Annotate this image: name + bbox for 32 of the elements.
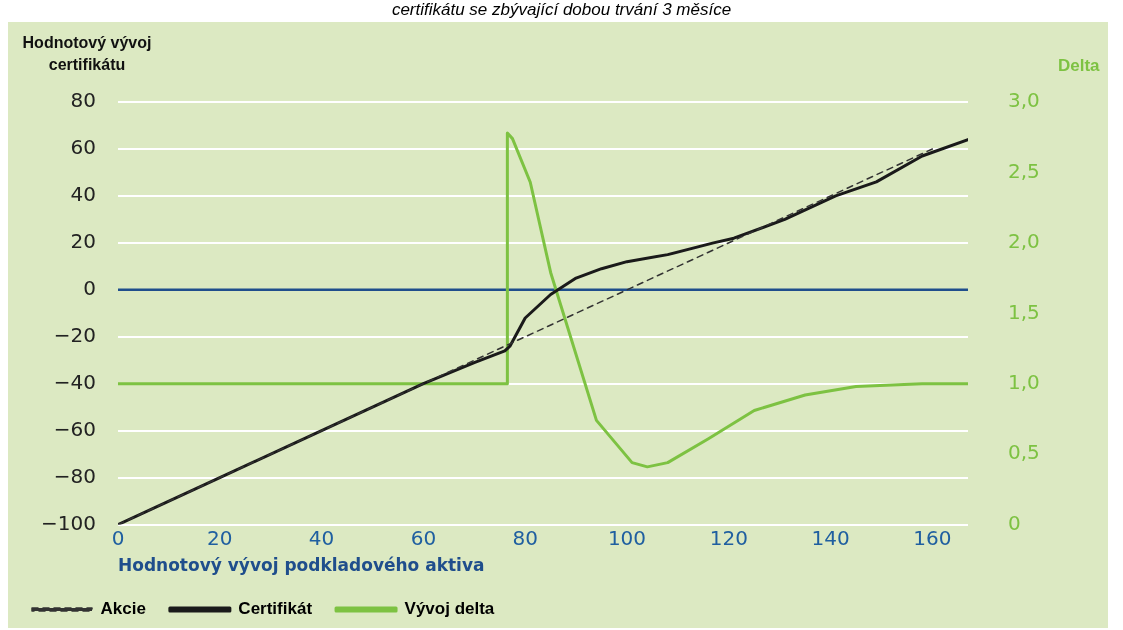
- y-tick-label: −40: [53, 369, 96, 394]
- y2-axis-title: Delta: [1058, 56, 1100, 76]
- x-tick-label: 120: [709, 525, 748, 550]
- x-axis-title: Hodnotový vývoj podkladového aktiva: [118, 555, 485, 576]
- y-tick-label: −100: [41, 510, 96, 535]
- x-tick-label: 80: [512, 525, 538, 550]
- x-tick-label: 140: [811, 525, 850, 550]
- y-tick-label: 40: [70, 182, 96, 207]
- y-tick-label: −20: [53, 322, 96, 347]
- x-tick-label: 100: [607, 525, 647, 550]
- legend-label: Vývoj delta: [404, 599, 495, 619]
- y-tick-label: 0: [83, 276, 96, 301]
- y2-tick-label: 1,0: [1008, 369, 1040, 394]
- y-axis-title: Hodnotový vývoj certifikátu: [21, 33, 153, 75]
- y2-tick-label: 0,5: [1008, 440, 1040, 465]
- y-tick-label: −80: [53, 463, 96, 488]
- y-tick-label: −60: [53, 416, 96, 441]
- y-tick-label: 20: [70, 229, 96, 254]
- y-tick-label: 80: [70, 88, 96, 113]
- chart-title: certifikátu se zbývající dobou trvání 3 měsíce: [390, 0, 733, 20]
- x-tick-label: 0: [111, 525, 125, 550]
- x-tick-label: 40: [308, 525, 335, 550]
- x-tick-label: 160: [913, 525, 952, 550]
- y2-tick-label: 3,0: [1008, 88, 1040, 113]
- x-tick-label: 20: [207, 525, 233, 550]
- x-tick-label: 60: [410, 525, 437, 550]
- legend-label: Akcie: [100, 599, 146, 619]
- y-tick-label: 60: [70, 135, 96, 160]
- y2-tick-label: 2,5: [1008, 158, 1040, 183]
- y2-tick-label: 2,0: [1008, 229, 1040, 254]
- legend-label: Certifikát: [238, 599, 313, 619]
- y2-tick-label: 1,5: [1008, 299, 1040, 324]
